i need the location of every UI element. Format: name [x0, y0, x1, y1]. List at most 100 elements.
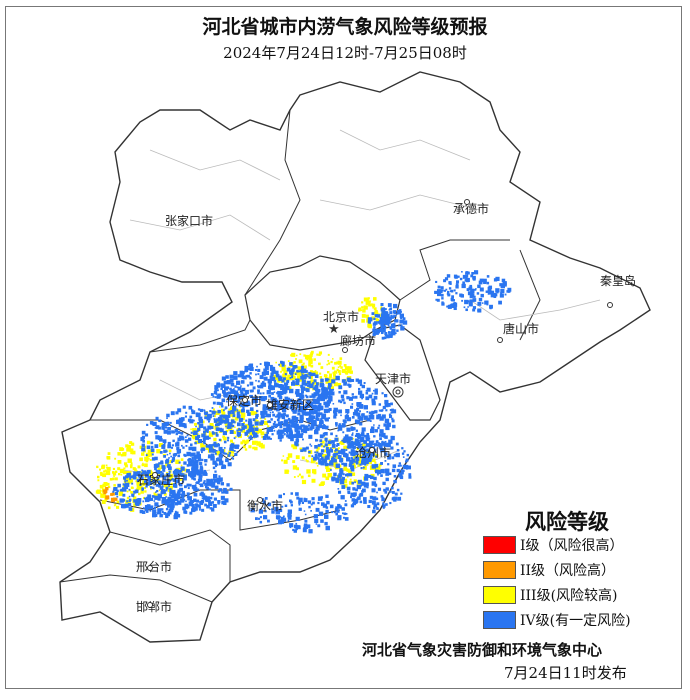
risk-level-4-area: [198, 416, 203, 421]
risk-level-4-area: [141, 447, 146, 452]
risk-level-3-area: [346, 476, 349, 478]
risk-level-4-area: [361, 458, 366, 463]
risk-level-4-area: [444, 277, 449, 281]
risk-level-4-area: [327, 463, 331, 466]
legend-swatch: [483, 536, 516, 554]
risk-level-4-area: [152, 481, 155, 484]
risk-level-3-area: [255, 425, 258, 428]
risk-level-4-area: [155, 416, 159, 420]
risk-level-4-area: [166, 481, 171, 486]
risk-level-4-area: [190, 463, 195, 467]
risk-level-4-area: [395, 452, 400, 458]
risk-level-4-area: [304, 513, 307, 516]
risk-level-4-area: [365, 443, 370, 448]
risk-level-4-area: [372, 476, 375, 479]
risk-level-3-area: [106, 456, 109, 459]
risk-level-4-area: [351, 457, 354, 460]
risk-level-4-area: [290, 372, 293, 376]
risk-level-4-area: [191, 476, 195, 480]
risk-level-4-area: [316, 382, 319, 386]
risk-level-3-area: [265, 432, 267, 434]
risk-level-3-area: [106, 482, 110, 486]
risk-level-4-area: [277, 408, 279, 410]
risk-level-4-area: [333, 415, 337, 419]
risk-level-3-area: [169, 476, 174, 480]
risk-level-4-area: [302, 447, 307, 452]
risk-level-4-area: [487, 286, 492, 291]
risk-level-3-area: [378, 463, 382, 467]
risk-level-3-area: [296, 371, 300, 376]
risk-level-4-area: [157, 494, 162, 499]
risk-level-4-area: [310, 404, 314, 408]
risk-level-4-area: [236, 432, 241, 437]
risk-level-4-area: [451, 295, 455, 299]
risk-level-4-area: [246, 409, 250, 414]
risk-level-4-area: [125, 482, 130, 487]
risk-level-4-area: [378, 403, 382, 406]
risk-level-4-area: [400, 326, 405, 331]
risk-level-4-area: [266, 390, 271, 395]
risk-level-4-area: [263, 368, 267, 373]
risk-level-3-area: [339, 441, 342, 443]
risk-level-4-area: [356, 440, 360, 443]
issue-time: 7月24日11时发布: [504, 664, 627, 682]
risk-level-4-area: [378, 329, 382, 333]
risk-level-3-area: [112, 467, 116, 471]
risk-level-4-area: [378, 424, 381, 427]
risk-level-4-area: [274, 407, 277, 411]
legend-title: 风险等级: [525, 510, 609, 534]
risk-level-4-area: [292, 528, 295, 532]
risk-level-4-area: [135, 502, 140, 506]
risk-level-3-area: [223, 436, 227, 441]
risk-level-4-area: [263, 515, 268, 520]
risk-level-4-area: [211, 481, 216, 485]
risk-level-4-area: [373, 389, 375, 392]
risk-level-4-area: [226, 418, 229, 422]
risk-level-4-area: [318, 511, 324, 516]
risk-level-4-area: [163, 512, 167, 515]
risk-level-4-area: [481, 302, 484, 304]
risk-level-4-area: [387, 303, 392, 307]
risk-level-4-area: [464, 274, 469, 278]
risk-level-3-area: [203, 444, 206, 448]
risk-level-4-area: [350, 428, 354, 431]
risk-level-4-area: [308, 371, 312, 376]
risk-level-4-area: [163, 449, 167, 453]
risk-level-4-area: [264, 365, 269, 370]
risk-level-4-area: [301, 368, 307, 373]
risk-level-4-area: [364, 473, 369, 478]
risk-level-4-area: [354, 438, 359, 443]
risk-level-2-area: [111, 492, 115, 496]
risk-level-4-area: [180, 436, 185, 441]
risk-level-4-area: [311, 393, 316, 398]
risk-level-4-area: [134, 489, 139, 494]
risk-level-4-area: [485, 290, 489, 293]
risk-level-4-area: [359, 450, 362, 453]
risk-level-4-area: [325, 509, 329, 514]
risk-level-4-area: [233, 437, 236, 440]
risk-level-4-area: [225, 452, 228, 455]
risk-level-4-area: [295, 516, 300, 522]
risk-level-4-area: [276, 418, 280, 422]
risk-level-4-area: [292, 434, 297, 439]
risk-level-3-area: [285, 377, 290, 381]
risk-level-4-area: [150, 441, 154, 445]
risk-level-4-area: [124, 503, 129, 508]
risk-level-3-area: [302, 362, 305, 365]
risk-level-4-area: [446, 292, 449, 295]
risk-level-4-area: [153, 480, 157, 484]
risk-level-4-area: [167, 511, 170, 515]
risk-level-4-area: [332, 388, 335, 391]
risk-level-4-area: [141, 435, 146, 439]
risk-level-4-area: [310, 510, 312, 512]
risk-level-3-area: [112, 471, 115, 474]
risk-level-4-area: [236, 451, 239, 453]
risk-level-4-area: [212, 415, 215, 417]
risk-level-3-area: [208, 432, 214, 437]
risk-level-4-area: [242, 393, 246, 396]
legend-swatch: [483, 611, 516, 629]
risk-level-4-area: [296, 437, 299, 440]
city-label: 廊坊市: [340, 333, 376, 348]
risk-level-3-area: [363, 305, 368, 310]
risk-level-4-area: [218, 438, 222, 442]
